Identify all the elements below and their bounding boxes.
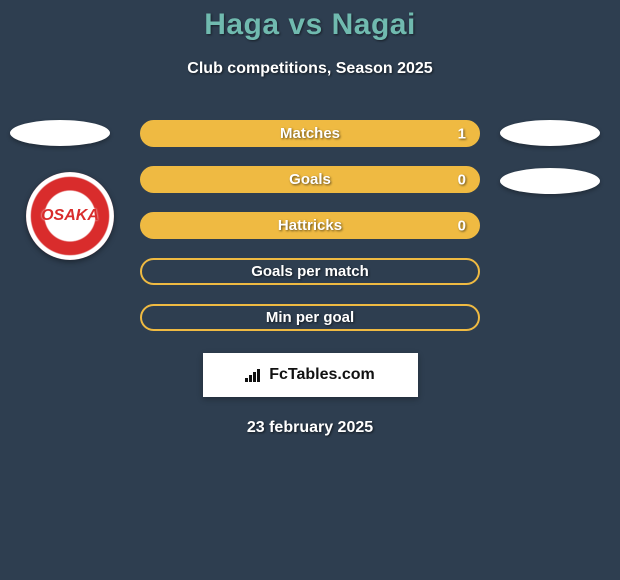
date-label: 23 february 2025 — [0, 419, 620, 437]
stat-bar-goals: Goals 0 — [140, 166, 480, 193]
subtitle: Club competitions, Season 2025 — [0, 60, 620, 78]
stat-label: Goals per match — [251, 263, 369, 280]
stat-row: Goals per match — [0, 258, 620, 285]
stat-row: Hattricks 0 — [0, 212, 620, 239]
stat-value: 1 — [458, 125, 466, 142]
stat-value: 0 — [458, 217, 466, 234]
brand-badge[interactable]: FcTables.com — [203, 353, 418, 397]
stat-label: Matches — [280, 125, 340, 142]
stat-label: Min per goal — [266, 309, 354, 326]
stat-bar-matches: Matches 1 — [140, 120, 480, 147]
page-title: Haga vs Nagai — [0, 8, 620, 42]
stat-row: Matches 1 — [0, 120, 620, 147]
stat-bar-hattricks: Hattricks 0 — [140, 212, 480, 239]
stat-row: Goals 0 — [0, 166, 620, 193]
comparison-card: Haga vs Nagai Club competitions, Season … — [0, 0, 620, 437]
stat-value: 0 — [458, 171, 466, 188]
stat-row: Min per goal — [0, 304, 620, 331]
stat-label: Goals — [289, 171, 331, 188]
stat-bar-min-per-goal: Min per goal — [140, 304, 480, 331]
stat-label: Hattricks — [278, 217, 342, 234]
stat-bar-goals-per-match: Goals per match — [140, 258, 480, 285]
bar-chart-icon — [245, 368, 263, 382]
stats-list: Matches 1 Goals 0 Hattricks 0 Goals per … — [0, 120, 620, 331]
brand-label: FcTables.com — [269, 366, 375, 384]
